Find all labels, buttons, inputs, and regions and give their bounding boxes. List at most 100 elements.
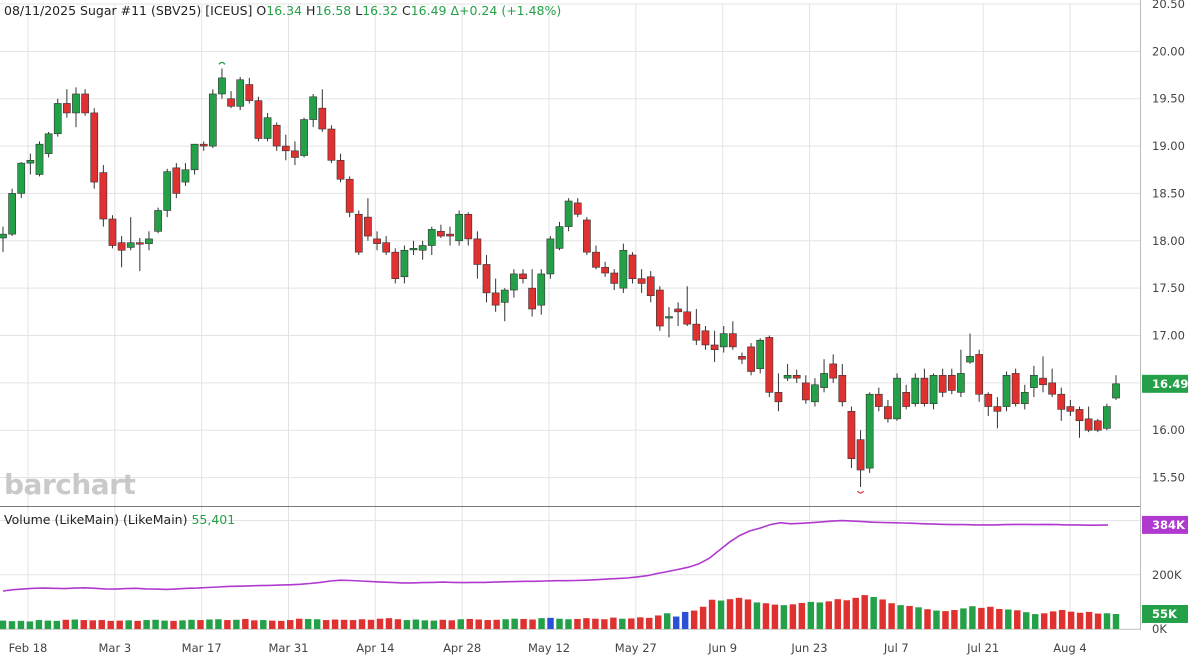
volume-bar: [53, 620, 61, 629]
volume-bars: [0, 595, 1120, 629]
avg-volume-label: 384K: [1152, 518, 1186, 532]
candle-body: [592, 251, 600, 268]
candle-body: [309, 96, 318, 120]
volume-bar: [322, 620, 330, 629]
volume-bar: [574, 618, 581, 629]
volume-grid-layer: [0, 520, 1140, 630]
volume-bar: [538, 618, 545, 629]
volume-bar: [511, 618, 518, 629]
volume-bar: [134, 620, 141, 629]
candle-body: [26, 159, 35, 164]
candle-body: [728, 333, 737, 348]
volume-average-layer: [2, 519, 1109, 592]
candle-body: [820, 373, 828, 388]
candle-body: [1011, 373, 1020, 405]
volume-bar: [412, 619, 420, 629]
candle-body: [464, 213, 473, 240]
volume-bar: [1031, 614, 1039, 629]
candle-body: [719, 333, 728, 348]
volume-bar: [879, 599, 886, 629]
candle-body: [409, 248, 418, 251]
volume-bar: [331, 619, 339, 629]
candle-body: [564, 200, 573, 227]
candle-body: [710, 344, 719, 351]
volume-bar: [798, 602, 806, 629]
volume-bar: [179, 620, 186, 629]
volume-bar: [789, 604, 797, 629]
candle-body: [354, 213, 363, 253]
time-tick-label: Jun 23: [790, 641, 827, 655]
candle-body: [263, 117, 272, 139]
candle-body: [628, 254, 637, 279]
candle-body: [437, 231, 445, 237]
volume-bar: [663, 613, 671, 629]
volume-bar: [1076, 612, 1084, 629]
candle-body: [665, 316, 673, 319]
candle-body: [537, 273, 546, 306]
candle-body: [81, 93, 89, 114]
price-tick-label: 17.50: [1152, 281, 1185, 295]
candle-body: [966, 356, 974, 363]
candle-body: [446, 233, 454, 237]
candle-body: [947, 374, 956, 391]
candle-body: [701, 330, 710, 346]
candle-body: [163, 171, 172, 211]
candle-body: [1103, 406, 1111, 429]
candle-body: [1084, 418, 1093, 431]
candle-body: [373, 238, 381, 244]
volume-bar: [861, 595, 868, 629]
candle-body: [491, 292, 500, 306]
volume-bar: [762, 603, 770, 629]
volume-bar: [852, 597, 859, 629]
volume-bar: [547, 617, 554, 629]
volume-bar: [457, 619, 464, 629]
volume-bar: [951, 610, 958, 629]
volume-bar: [1049, 611, 1057, 629]
candle-body: [17, 162, 26, 194]
candle-body: [1093, 420, 1102, 431]
volume-bar: [502, 619, 509, 629]
candle-body: [893, 377, 901, 420]
candle-body: [655, 289, 664, 327]
last-price-label: 16.49: [1152, 377, 1188, 391]
candle-body: [555, 226, 564, 249]
price-axis: 20.50 20.00 19.50 19.00 18.50 18.00 17.50 17.00…: [1142, 0, 1188, 485]
candle-body: [300, 119, 308, 156]
volume-bar: [834, 599, 841, 629]
volume-bar: [26, 621, 34, 629]
volume-bar: [62, 619, 70, 629]
volume-bar: [1112, 613, 1120, 629]
price-tick-label: 20.50: [1152, 0, 1185, 11]
time-tick-label: Mar 3: [98, 641, 131, 655]
volume-bar: [170, 620, 177, 629]
volume-bar: [906, 605, 913, 629]
time-tick-label: Apr 28: [443, 641, 481, 655]
time-tick-label: Aug 4: [1053, 641, 1086, 655]
volume-bar: [708, 599, 716, 629]
volume-bar: [1067, 611, 1075, 629]
volume-bar: [98, 620, 105, 629]
candle-body: [272, 124, 281, 147]
volume-bar: [17, 620, 25, 629]
volume-tick-label: 0K: [1152, 622, 1167, 636]
low-label: L: [355, 3, 363, 18]
candle-body: [108, 218, 117, 246]
time-tick-label: Mar 17: [182, 641, 222, 655]
candle-body: [884, 406, 892, 420]
volume-bar: [610, 617, 617, 629]
volume-label: Volume (LikeMain) (LikeMain): [4, 512, 188, 527]
volume-bar: [242, 618, 249, 629]
candle-body: [455, 213, 464, 242]
change-value: Δ+0.24 (+1.48%): [450, 3, 562, 18]
candle-body: [510, 273, 518, 291]
volume-bar: [80, 620, 88, 629]
volume-bar: [0, 620, 7, 629]
candle-body: [601, 267, 609, 274]
volume-bar: [430, 620, 438, 629]
candle-body: [254, 100, 263, 139]
volume-bar: [260, 620, 267, 629]
candle-body: [683, 311, 692, 325]
volume-bar: [152, 619, 159, 629]
volume-bar: [385, 618, 393, 629]
volume-value: 55,401: [191, 512, 236, 527]
